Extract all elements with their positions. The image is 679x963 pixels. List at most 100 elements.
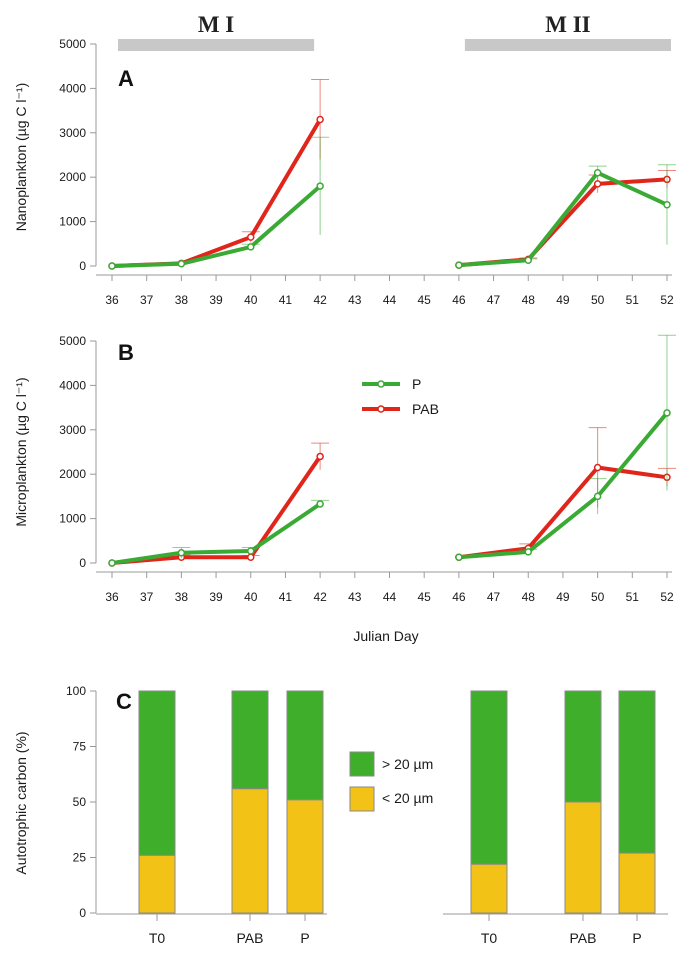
series-line-p: [458, 411, 669, 560]
panel-letter-c: C: [116, 689, 132, 714]
data-point-pab: [247, 233, 255, 241]
x-tick-label: 49: [556, 590, 570, 604]
series-line-pab: [111, 118, 322, 268]
x-tick-label: 51: [626, 590, 640, 604]
panel-b-microplankton: B Microplankton (µg C l⁻¹) 0 1000 2000 3000…: [13, 334, 676, 604]
x-tick-label: 52: [660, 293, 674, 307]
bar-gt20-pab: [564, 690, 602, 803]
data-point-p: [316, 182, 324, 190]
legend-label-lt20: < 20 µm: [382, 790, 433, 806]
data-point-p: [455, 553, 463, 561]
legend-label-gt20: > 20 µm: [382, 756, 433, 772]
period-bar-m1: [118, 39, 315, 51]
x-tick-label: 36: [105, 293, 119, 307]
bar-gt20-p: [286, 690, 324, 801]
bar-lt20-t0: [470, 863, 508, 914]
x-tick-label: 52: [660, 590, 674, 604]
y-tick-label: 1000: [59, 215, 86, 229]
x-tick-label: 42: [313, 293, 327, 307]
data-point-p: [524, 256, 532, 264]
series-line-p: [111, 502, 322, 565]
y-tick-label: 5000: [59, 37, 86, 51]
x-tick-label: 45: [418, 293, 432, 307]
x-tick-label: 44: [383, 293, 397, 307]
y-tick-label: 100: [66, 684, 86, 698]
x-tick-label: 49: [556, 293, 570, 307]
x-tick-label: 45: [418, 590, 432, 604]
y-tick-label: 0: [79, 906, 86, 920]
panel-letter-a: A: [118, 66, 134, 91]
y-tick-label: 3000: [59, 126, 86, 140]
panel-c-autotrophic-carbon: C Autotrophic carbon (%) 0 25 50 75 100 T0 PAB…: [13, 684, 668, 946]
panel-letter-b: B: [118, 340, 134, 365]
period-bar-m2: [464, 39, 671, 51]
x-tick-label: 50: [591, 293, 605, 307]
data-point-p: [177, 549, 186, 557]
data-point-pab: [593, 180, 602, 188]
legend-swatch-lt20: [349, 786, 375, 812]
x-tick-label: 36: [105, 590, 119, 604]
x-tick-label: 38: [175, 590, 189, 604]
data-point-p: [663, 200, 671, 209]
data-point-p: [108, 559, 116, 567]
y-tick-label: 25: [73, 851, 87, 865]
data-point-p: [663, 409, 671, 417]
y-axis-label-c: Autotrophic carbon (%): [13, 731, 29, 874]
x-tick-label: 39: [209, 590, 223, 604]
legend-label-p: P: [412, 376, 421, 392]
data-point-p: [247, 547, 255, 555]
x-tick-label: PAB: [570, 930, 597, 946]
bar-lt20-p: [286, 799, 324, 914]
x-tick-label: 41: [279, 293, 293, 307]
y-tick-label: 2000: [59, 467, 86, 481]
y-axis-label-a: Nanoplankton (µg C l⁻¹): [13, 83, 29, 232]
x-tick-label: 51: [626, 293, 640, 307]
x-tick-label: 48: [522, 590, 536, 604]
bar-gt20-t0: [138, 690, 176, 856]
bar-gt20-t0: [470, 690, 508, 865]
period-label-m1: M I: [198, 12, 234, 37]
x-tick-label: 37: [140, 293, 154, 307]
series-line-p: [458, 170, 668, 268]
x-tick-label: 42: [313, 590, 327, 604]
x-tick-label: P: [300, 930, 309, 946]
x-tick-label: 40: [244, 293, 258, 307]
data-point-pab: [593, 463, 602, 472]
x-tick-label: 39: [209, 293, 223, 307]
y-tick-label: 0: [79, 556, 86, 570]
series-line-pab: [111, 455, 322, 565]
y-axis-label-b: Microplankton (µg C l⁻¹): [13, 377, 29, 526]
x-tick-label: 47: [487, 590, 501, 604]
x-tick-label: P: [632, 930, 641, 946]
x-tick-label: 43: [348, 293, 362, 307]
data-point-p: [593, 492, 602, 501]
legend-marker-pab: [377, 405, 385, 413]
y-tick-label: 0: [79, 259, 86, 273]
bar-gt20-p: [618, 690, 656, 854]
panel-a-nanoplankton: A Nanoplankton (µg C l⁻¹) 0 1000 2000 3000 4…: [13, 37, 676, 307]
y-tick-label: 5000: [59, 334, 86, 348]
y-tick-label: 50: [73, 795, 87, 809]
x-tick-label: PAB: [237, 930, 264, 946]
line-legend: P PAB: [362, 376, 439, 417]
x-tick-label: 48: [522, 293, 536, 307]
x-tick-label: 44: [383, 590, 397, 604]
data-point-p: [108, 262, 116, 270]
x-tick-label: 46: [452, 293, 466, 307]
data-point-p: [455, 261, 463, 269]
x-tick-label: 46: [452, 590, 466, 604]
data-point-pab: [247, 553, 255, 561]
y-tick-label: 4000: [59, 81, 86, 95]
y-tick-label: 4000: [59, 378, 86, 392]
x-axis-label: Julian Day: [353, 628, 418, 644]
x-tick-label: 40: [244, 590, 258, 604]
data-point-p: [524, 548, 532, 556]
data-point-p: [177, 260, 186, 268]
data-point-p: [247, 243, 255, 251]
bar-gt20-pab: [231, 690, 269, 790]
period-header: M I M II: [118, 12, 671, 51]
bar-lt20-pab: [231, 788, 269, 914]
x-tick-label: 41: [279, 590, 293, 604]
data-point-p: [316, 500, 324, 508]
